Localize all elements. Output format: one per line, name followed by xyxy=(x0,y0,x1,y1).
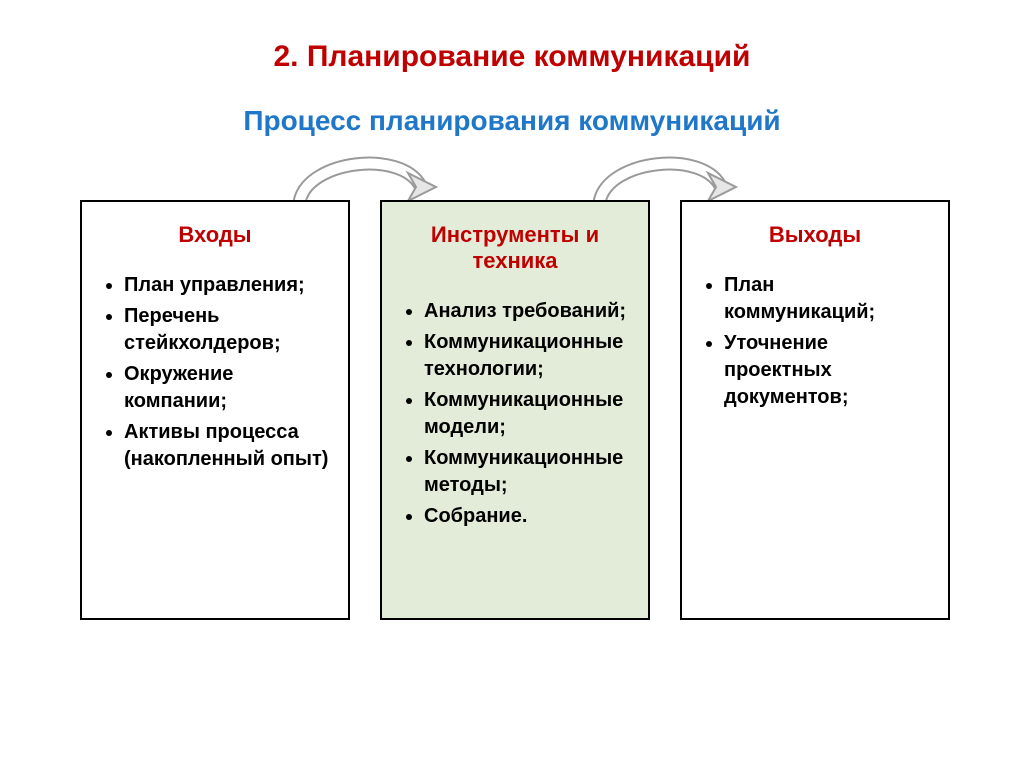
list-item: Уточнение проектных документов; xyxy=(724,330,930,411)
box-title-0: Входы xyxy=(100,222,330,248)
box-title-1: Инструменты и техника xyxy=(400,222,630,274)
list-item: План коммуникаций; xyxy=(724,272,930,326)
main-title: 2. Планирование коммуникаций xyxy=(0,40,1024,74)
list-item: Коммуникационные модели; xyxy=(424,387,630,441)
list-item: Анализ требований; xyxy=(424,298,630,325)
list-item: Перечень стейкхолдеров; xyxy=(124,303,330,357)
box-2: Выходы План коммуникаций;Уточнение проект… xyxy=(680,200,950,620)
box-list-2: План коммуникаций;Уточнение проектных до… xyxy=(700,272,930,411)
list-item: Активы процесса (накопленный опыт) xyxy=(124,419,330,473)
boxes-container: Входы План управления; Перечень стейкхолде… xyxy=(80,200,950,620)
box-1: Инструменты и техника Анализ требований; К… xyxy=(380,200,650,620)
box-0: Входы План управления; Перечень стейкхолде… xyxy=(80,200,350,620)
list-item: Собрание. xyxy=(424,503,630,530)
list-item: Коммуникационные технологии; xyxy=(424,329,630,383)
list-item: Коммуникационные методы; xyxy=(424,445,630,499)
box-list-1: Анализ требований; Коммуникационные техно… xyxy=(400,298,630,530)
box-list-0: План управления; Перечень стейкхолдеров;О… xyxy=(100,272,330,473)
list-item: План управления; xyxy=(124,272,330,299)
list-item: Окружение компании; xyxy=(124,361,330,415)
sub-title: Процесс планирования коммуникаций xyxy=(0,105,1024,137)
box-title-2: Выходы xyxy=(700,222,930,248)
